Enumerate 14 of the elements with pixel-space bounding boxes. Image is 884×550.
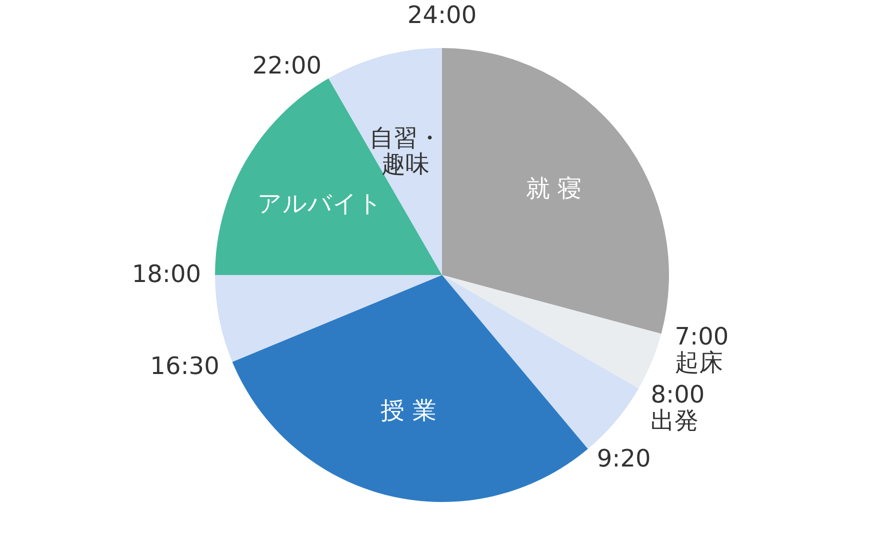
slice-label: 授 業 [380,396,436,425]
text: 9:20 [596,444,651,473]
text: 18:00 [132,260,201,288]
pie-slice [442,48,669,334]
text: 22:00 [252,51,322,80]
pie-slice [215,78,442,275]
slice-label: アルバイト [258,190,383,218]
pie-slice [232,275,588,502]
text: 7:00 起床 [674,322,729,376]
text: 8:00 出発 [650,380,705,434]
slice-label: 就 寝 [526,174,582,202]
text: 24:00 [407,1,477,29]
slice-label: 自習・趣味 [370,124,442,178]
text: 16:30 [150,352,220,380]
